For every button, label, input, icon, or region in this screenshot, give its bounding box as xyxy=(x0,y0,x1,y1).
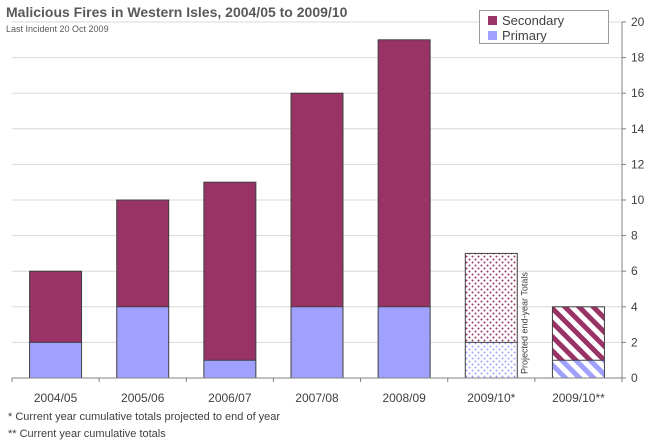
y-tick-label: 2 xyxy=(631,335,638,349)
bar-secondary-2008/09 xyxy=(378,39,431,307)
bar-secondary-2005/06 xyxy=(116,200,169,307)
chart-subtitle: Last Incident 20 Oct 2009 xyxy=(6,24,109,34)
bar-primary-2004/05 xyxy=(29,342,82,378)
y-tick-label: 6 xyxy=(631,264,638,278)
axes xyxy=(11,21,626,382)
projected-annotation: Projected end-year Totals xyxy=(519,272,529,374)
legend-swatch-secondary xyxy=(488,16,497,25)
y-tick-label: 18 xyxy=(631,51,645,65)
y-tick-label: 20 xyxy=(631,15,645,29)
y-tick-label: 16 xyxy=(631,86,645,100)
x-tick-label: 2006/07 xyxy=(208,391,252,405)
x-tick-label: 2008/09 xyxy=(382,391,426,405)
bar-secondary-2006/07 xyxy=(203,182,256,361)
bar-primary-2008/09 xyxy=(378,306,431,378)
x-tick-label: 2004/05 xyxy=(34,391,78,405)
bar-secondary-2009/10** xyxy=(552,306,605,361)
bar-primary-2007/08 xyxy=(291,306,343,378)
legend: Secondary Primary xyxy=(479,10,609,44)
legend-label-secondary: Secondary xyxy=(502,13,565,28)
bar-secondary-2007/08 xyxy=(291,93,343,307)
x-tick-label: 2009/10* xyxy=(467,391,515,405)
y-tick-label: 4 xyxy=(631,300,638,314)
legend-item-primary: Primary xyxy=(488,28,547,43)
bar-primary-2009/10* xyxy=(465,342,518,378)
bar-primary-2006/07 xyxy=(203,360,256,378)
y-tick-label: 12 xyxy=(631,157,645,171)
legend-label-primary: Primary xyxy=(502,28,547,43)
y-tick-label: 8 xyxy=(631,229,638,243)
x-tick-label: 2007/08 xyxy=(295,391,339,405)
chart-title: Malicious Fires in Western Isles, 2004/0… xyxy=(6,4,348,20)
x-tick-label: 2009/10** xyxy=(552,391,605,405)
x-tick-label: 2005/06 xyxy=(121,391,165,405)
legend-swatch-primary xyxy=(488,31,497,40)
y-tick-label: 0 xyxy=(631,371,638,385)
bar-primary-2005/06 xyxy=(116,306,169,378)
footnote-cumulative: ** Current year cumulative totals xyxy=(8,428,166,440)
legend-item-secondary: Secondary xyxy=(488,13,564,28)
tick-labels: 0 2 4 6 8 10 12 14 16 18 20 2004/05 2005/06 2006/07 20… xyxy=(34,15,645,405)
y-tick-label: 14 xyxy=(631,122,645,136)
footnote-projected: * Current year cumulative totals project… xyxy=(8,411,281,423)
bar-secondary-2004/05 xyxy=(29,271,82,343)
bars xyxy=(29,39,605,379)
bar-secondary-2009/10* xyxy=(465,253,518,343)
y-tick-label: 10 xyxy=(631,193,645,207)
bar-primary-2009/10** xyxy=(552,360,605,378)
